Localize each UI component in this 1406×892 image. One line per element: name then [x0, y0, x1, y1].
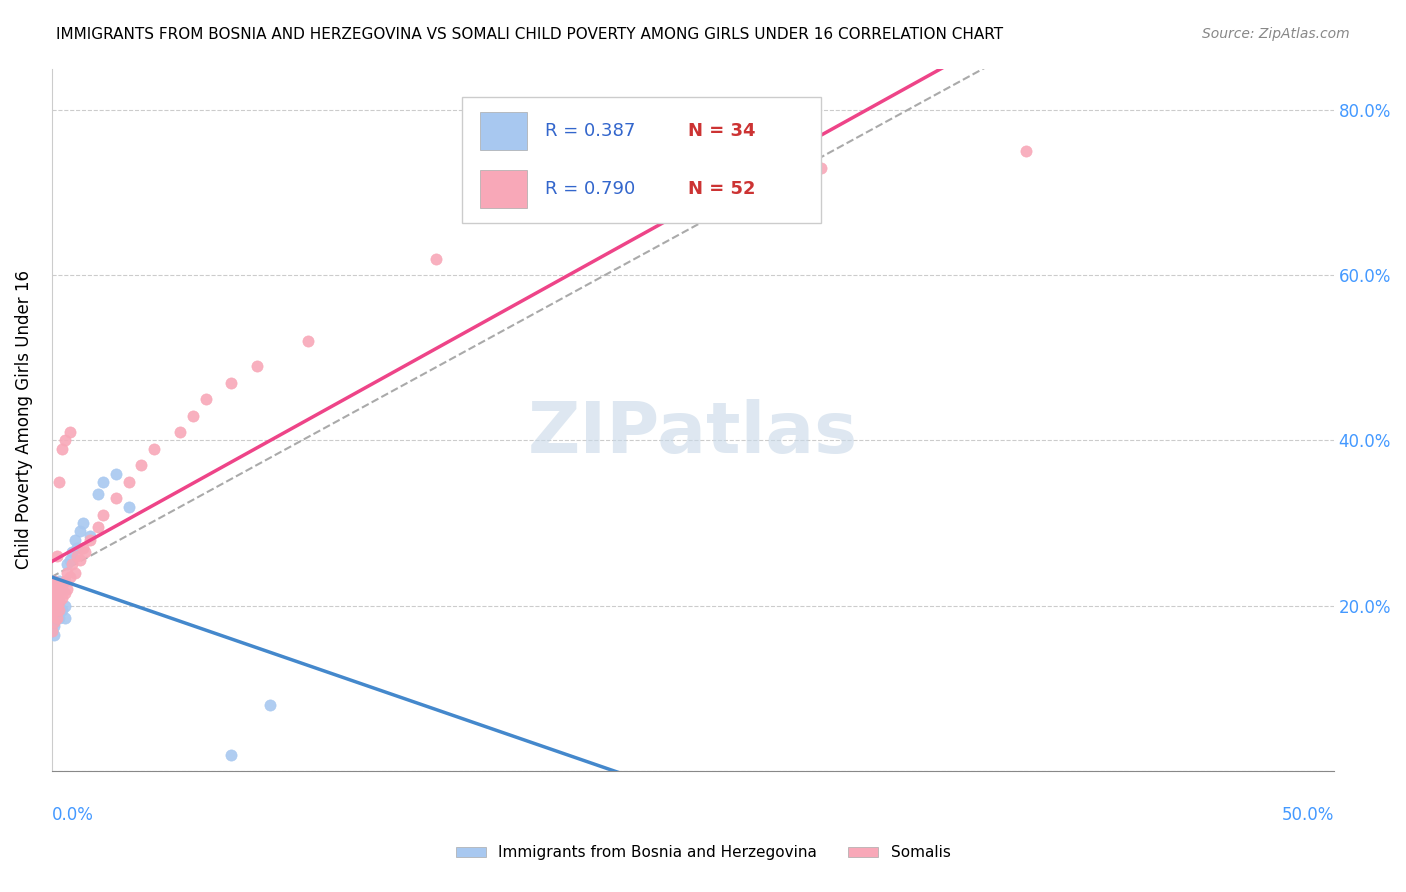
- Point: [48, 582, 70, 597]
- Point: [41, 599, 63, 613]
- Point: [75, 545, 97, 559]
- Point: [44, 574, 66, 588]
- Point: [45, 599, 67, 613]
- Point: [41, 624, 63, 638]
- Point: [69, 524, 91, 539]
- Point: [79, 533, 101, 547]
- Point: [87, 487, 110, 501]
- Point: [48, 475, 70, 489]
- Point: [194, 392, 217, 406]
- Point: [48, 595, 70, 609]
- Point: [44, 615, 66, 630]
- Point: [44, 615, 66, 630]
- Point: [91, 475, 114, 489]
- Point: [56, 566, 79, 580]
- Point: [44, 582, 66, 597]
- Point: [44, 628, 66, 642]
- Text: 0.0%: 0.0%: [52, 806, 94, 824]
- Point: [79, 528, 101, 542]
- Point: [87, 520, 110, 534]
- Point: [181, 409, 204, 423]
- Point: [425, 252, 447, 266]
- Point: [104, 491, 127, 506]
- Point: [810, 161, 832, 175]
- Point: [53, 586, 76, 600]
- Point: [259, 698, 281, 712]
- Point: [51, 582, 73, 597]
- Point: [44, 591, 66, 605]
- Point: [59, 553, 82, 567]
- Point: [41, 603, 63, 617]
- Point: [1015, 144, 1038, 158]
- Point: [45, 611, 67, 625]
- Point: [45, 586, 67, 600]
- Text: 50.0%: 50.0%: [1281, 806, 1334, 824]
- Point: [41, 578, 63, 592]
- Point: [41, 607, 63, 621]
- Point: [72, 516, 94, 530]
- Point: [59, 570, 82, 584]
- Point: [53, 574, 76, 588]
- Point: [104, 467, 127, 481]
- Point: [59, 425, 82, 440]
- Point: [45, 586, 67, 600]
- Point: [41, 611, 63, 625]
- Point: [41, 624, 63, 638]
- Point: [219, 376, 242, 390]
- Point: [72, 541, 94, 555]
- Point: [53, 599, 76, 613]
- Point: [48, 595, 70, 609]
- Text: Source: ZipAtlas.com: Source: ZipAtlas.com: [1202, 27, 1350, 41]
- Point: [41, 599, 63, 613]
- Point: [45, 591, 67, 605]
- Point: [63, 566, 86, 580]
- Point: [605, 202, 627, 216]
- Point: [44, 582, 66, 597]
- Point: [246, 359, 269, 373]
- Point: [45, 549, 67, 564]
- Point: [131, 458, 153, 473]
- Point: [44, 603, 66, 617]
- Point: [48, 611, 70, 625]
- Point: [60, 545, 83, 559]
- Text: IMMIGRANTS FROM BOSNIA AND HERZEGOVINA VS SOMALI CHILD POVERTY AMONG GIRLS UNDER: IMMIGRANTS FROM BOSNIA AND HERZEGOVINA V…: [56, 27, 1004, 42]
- Point: [45, 607, 67, 621]
- Point: [41, 591, 63, 605]
- Point: [69, 553, 91, 567]
- Point: [48, 603, 70, 617]
- Point: [44, 619, 66, 633]
- Point: [118, 500, 141, 514]
- Point: [297, 334, 319, 349]
- Point: [143, 442, 166, 456]
- Text: ZIPatlas: ZIPatlas: [527, 400, 858, 468]
- Point: [56, 582, 79, 597]
- Point: [91, 508, 114, 522]
- Point: [53, 611, 76, 625]
- Point: [45, 599, 67, 613]
- Point: [118, 475, 141, 489]
- Point: [41, 586, 63, 600]
- Point: [51, 578, 73, 592]
- Point: [51, 442, 73, 456]
- Point: [53, 434, 76, 448]
- Point: [41, 595, 63, 609]
- Point: [48, 574, 70, 588]
- Point: [66, 549, 89, 564]
- Point: [51, 603, 73, 617]
- Y-axis label: Child Poverty Among Girls Under 16: Child Poverty Among Girls Under 16: [15, 270, 32, 569]
- Point: [60, 558, 83, 572]
- Point: [169, 425, 191, 440]
- Point: [51, 591, 73, 605]
- Legend: Immigrants from Bosnia and Herzegovina, Somalis: Immigrants from Bosnia and Herzegovina, …: [450, 839, 956, 866]
- Point: [63, 533, 86, 547]
- Point: [66, 541, 89, 555]
- Point: [219, 747, 242, 762]
- Point: [56, 558, 79, 572]
